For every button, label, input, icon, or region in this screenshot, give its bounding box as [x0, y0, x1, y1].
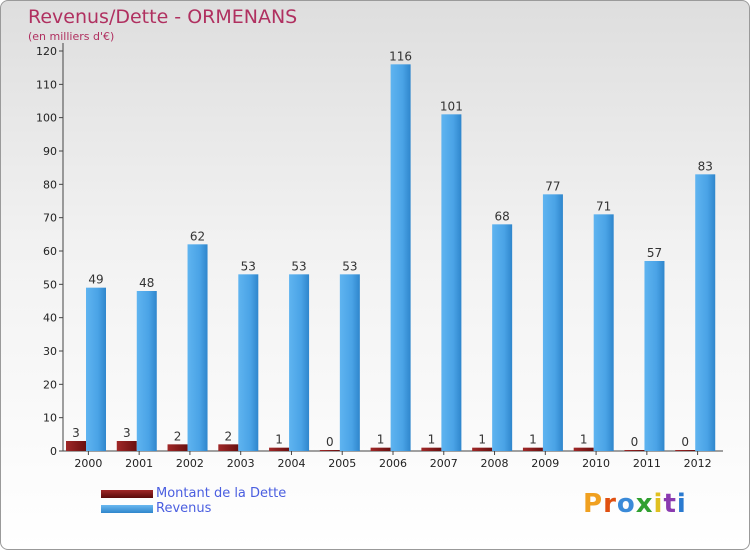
- bar-revenue-2005: [339, 274, 360, 451]
- chart-title: Revenus/Dette - ORMENANS: [28, 6, 298, 28]
- bar-debt-2001: [116, 441, 137, 451]
- logo-letter: t: [663, 489, 677, 519]
- value-label-debt-2008: 1: [478, 433, 486, 447]
- x-tick-label-2010: 2010: [582, 457, 610, 470]
- legend-label-revenue: Revenus: [156, 501, 212, 516]
- y-tick-label: 50: [43, 278, 57, 291]
- value-label-debt-2006: 1: [377, 433, 385, 447]
- logo-letter: i: [653, 489, 664, 519]
- logo-letter: P: [583, 489, 604, 519]
- legend-swatch-debt: [101, 490, 153, 498]
- value-label-revenue-2005: 53: [342, 259, 357, 273]
- x-tick-label-2009: 2009: [531, 457, 559, 470]
- bar-revenue-2011: [644, 261, 665, 451]
- x-tick-label-2000: 2000: [74, 457, 102, 470]
- bar-revenue-2008: [492, 224, 513, 451]
- bar-debt-2007: [421, 447, 442, 451]
- value-label-debt-2003: 2: [224, 429, 232, 443]
- bar-debt-2011: [624, 450, 645, 451]
- x-tick-label-2006: 2006: [379, 457, 407, 470]
- value-label-revenue-2008: 68: [495, 209, 510, 223]
- bar-revenue-2000: [86, 287, 106, 451]
- legend-label-debt: Montant de la Dette: [156, 486, 287, 501]
- chart-bars: [66, 64, 716, 452]
- x-tick-label-2011: 2011: [633, 457, 661, 470]
- value-label-revenue-2010: 71: [596, 199, 611, 213]
- logo-letter: o: [616, 489, 636, 519]
- value-label-debt-2012: 0: [681, 435, 689, 449]
- value-label-revenue-2011: 57: [647, 246, 662, 260]
- bar-revenue-2002: [187, 244, 208, 451]
- bar-debt-2003: [218, 444, 239, 451]
- value-label-revenue-2001: 48: [139, 276, 154, 290]
- value-label-debt-2002: 2: [174, 429, 182, 443]
- value-label-revenue-2004: 53: [291, 259, 306, 273]
- value-label-debt-2001: 3: [123, 426, 131, 440]
- value-label-debt-2000: 3: [72, 426, 80, 440]
- value-label-revenue-2007: 101: [440, 99, 463, 113]
- bar-revenue-2010: [593, 214, 614, 451]
- value-label-revenue-2003: 53: [241, 259, 256, 273]
- bar-revenue-2004: [289, 274, 310, 451]
- bar-debt-2006: [370, 447, 391, 451]
- x-tick-label-2012: 2012: [684, 457, 712, 470]
- bar-debt-2002: [167, 444, 188, 451]
- bar-debt-2009: [522, 447, 543, 451]
- y-tick-label: 30: [43, 345, 57, 358]
- x-tick-label-2003: 2003: [227, 457, 255, 470]
- chart-subtitle: (en milliers d'€): [28, 30, 115, 43]
- value-label-revenue-2012: 83: [698, 159, 713, 173]
- y-tick-label: 120: [36, 45, 57, 58]
- bar-revenue-2003: [238, 274, 259, 451]
- value-label-revenue-2000: 49: [88, 273, 103, 287]
- bar-debt-2012: [675, 450, 696, 451]
- bar-revenue-2012: [695, 174, 716, 452]
- bar-revenue-2001: [136, 291, 157, 451]
- bar-debt-2005: [319, 450, 340, 451]
- y-tick-label: 20: [43, 378, 57, 391]
- x-tick-label-2002: 2002: [176, 457, 204, 470]
- proxiti-logo: Proxiti: [583, 489, 687, 519]
- logo-letter: i: [676, 489, 687, 519]
- x-tick-label-2001: 2001: [125, 457, 153, 470]
- y-tick-label: 70: [43, 212, 57, 225]
- logo-letter: x: [635, 489, 654, 519]
- y-tick-label: 60: [43, 245, 57, 258]
- bar-debt-2004: [269, 447, 290, 451]
- value-label-debt-2004: 1: [275, 433, 283, 447]
- x-tick-label-2007: 2007: [430, 457, 458, 470]
- bar-revenue-2007: [441, 114, 462, 451]
- y-tick-label: 100: [36, 112, 57, 125]
- bar-revenue-2006: [390, 64, 411, 452]
- value-label-debt-2009: 1: [529, 433, 537, 447]
- y-tick-label: 10: [43, 412, 57, 425]
- bar-debt-2010: [573, 447, 594, 451]
- value-label-revenue-2002: 62: [190, 229, 205, 243]
- value-label-debt-2007: 1: [428, 433, 436, 447]
- bar-debt-2000: [66, 441, 86, 451]
- value-label-debt-2010: 1: [580, 433, 588, 447]
- bar-debt-2008: [472, 447, 493, 451]
- y-tick-label: 80: [43, 178, 57, 191]
- bar-revenue-2009: [542, 194, 563, 452]
- legend-swatch-revenue: [101, 505, 153, 513]
- y-tick-label: 90: [43, 145, 57, 158]
- x-tick-label-2005: 2005: [328, 457, 356, 470]
- y-tick-label: 40: [43, 312, 57, 325]
- y-tick-label: 110: [36, 78, 57, 91]
- x-tick-label-2004: 2004: [277, 457, 305, 470]
- value-label-debt-2005: 0: [326, 435, 334, 449]
- x-tick-label-2008: 2008: [481, 457, 509, 470]
- y-tick-label: 0: [50, 445, 57, 458]
- value-label-revenue-2006: 116: [389, 49, 412, 63]
- chart-value-labels: 3 49 3 48 2 62 2 53 1 53 0 53 1 116 1 101 1 68 1 77 1 71 0 57 0 8…: [72, 49, 713, 449]
- logo-letter: r: [603, 489, 617, 519]
- value-label-debt-2011: 0: [631, 435, 639, 449]
- value-label-revenue-2009: 77: [545, 179, 560, 193]
